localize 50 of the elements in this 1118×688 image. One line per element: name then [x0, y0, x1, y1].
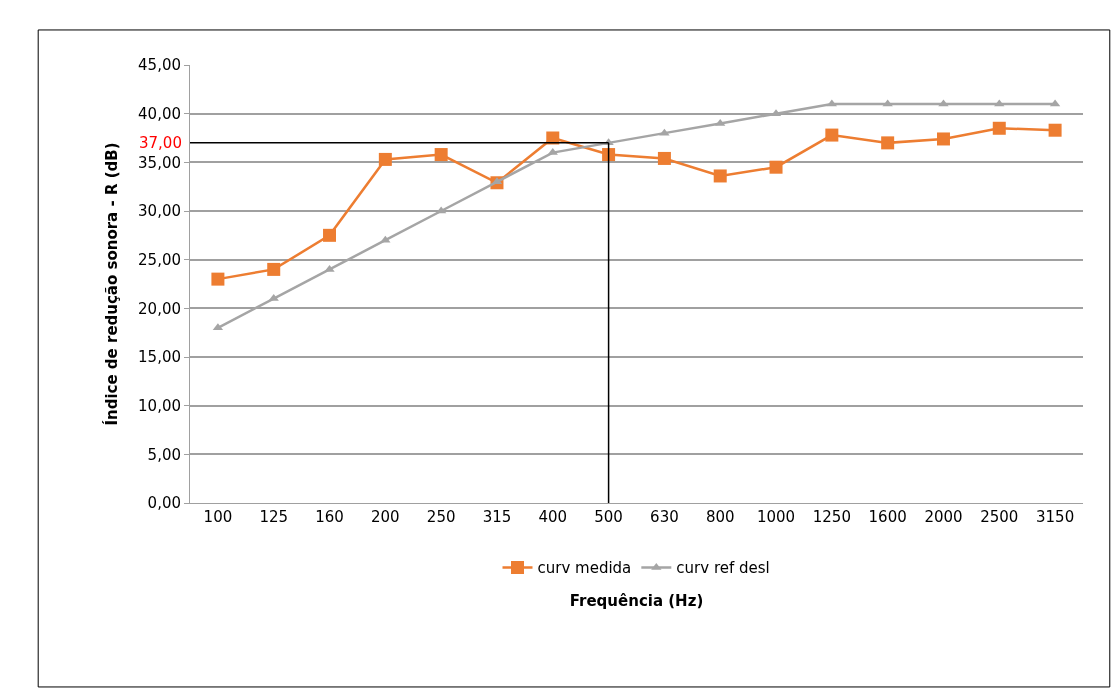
- x-tick-label: 1250: [812, 508, 851, 526]
- point: [378, 152, 392, 166]
- y-tick-label: 15,00: [138, 348, 181, 367]
- x-axis-title: Frequência (Hz): [569, 592, 704, 610]
- y-axis-title: Índice de redução sonora - R (dB): [102, 142, 122, 426]
- y-tick-label: 10,00: [138, 396, 181, 415]
- point: [713, 169, 727, 183]
- x-tick-label: 2500: [980, 508, 1019, 526]
- x-tick-label: 630: [650, 508, 679, 526]
- legend-label: curv medida: [537, 559, 632, 578]
- x-tick-label: 125: [259, 508, 289, 526]
- point: [938, 99, 949, 107]
- point: [992, 121, 1006, 135]
- point: [882, 99, 893, 107]
- x-tick-label: 1600: [868, 508, 907, 526]
- y-tick-label: 5,00: [147, 445, 181, 464]
- point: [881, 136, 895, 150]
- x-tick-label: 3150: [1036, 508, 1075, 526]
- x-tick-label: 800: [705, 508, 735, 526]
- point: [434, 148, 448, 162]
- y-tick-label: 35,00: [138, 153, 181, 172]
- y-tick-label: 45,00: [138, 56, 181, 75]
- point: [1048, 123, 1062, 137]
- point: [715, 118, 726, 126]
- point: [994, 99, 1005, 107]
- point: [324, 264, 335, 272]
- x-tick-label: 2000: [924, 508, 963, 526]
- x-tick-label: 400: [538, 508, 568, 526]
- point: [936, 132, 950, 146]
- x-tick-label: 1000: [756, 508, 796, 526]
- x-tick-label: 315: [482, 508, 512, 526]
- ref-line-label: 37,00: [139, 134, 182, 152]
- point: [602, 148, 616, 162]
- point: [769, 160, 783, 174]
- x-tick-label: 500: [594, 508, 623, 526]
- x-tick-label: 250: [426, 508, 456, 526]
- point: [323, 228, 337, 242]
- x-tick-label: 200: [371, 508, 400, 526]
- y-tick-label: 20,00: [138, 299, 181, 318]
- y-tick-label: 0,00: [147, 494, 181, 513]
- y-tick-label: 40,00: [138, 104, 181, 123]
- point: [825, 128, 839, 142]
- x-tick-label: 100: [203, 508, 233, 526]
- y-tick-label: 30,00: [138, 202, 181, 221]
- x-tick-label: 160: [315, 508, 344, 526]
- point: [657, 151, 671, 165]
- point: [211, 272, 225, 286]
- y-tick-label: 25,00: [138, 250, 181, 269]
- point: [267, 262, 281, 276]
- legend-label: curv ref desl: [676, 559, 770, 578]
